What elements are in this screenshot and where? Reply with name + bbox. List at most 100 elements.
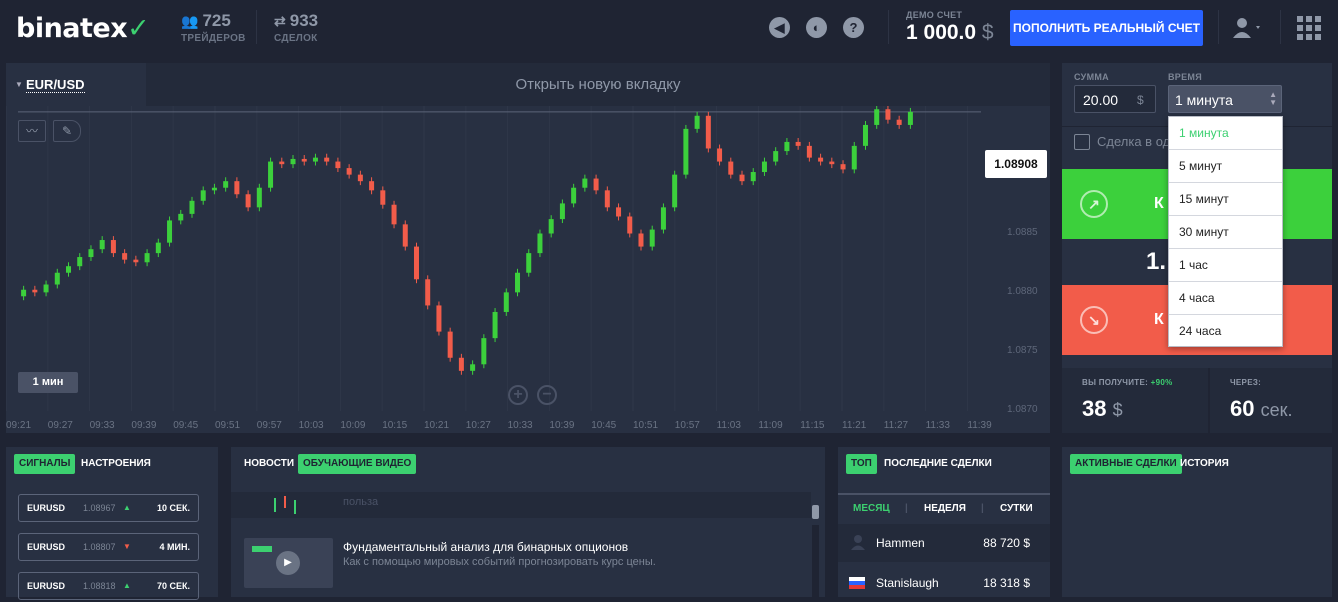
x-axis-label: 11:15 (800, 420, 825, 431)
logo[interactable]: binatex✓ (16, 13, 150, 44)
period-month[interactable]: МЕСЯЦ (853, 503, 890, 514)
scrollbar-track[interactable] (812, 525, 819, 597)
period-day[interactable]: СУТКИ (1000, 503, 1033, 514)
time-option[interactable]: 30 минут (1169, 216, 1282, 249)
candle-body (638, 233, 644, 247)
time-option[interactable]: 5 минут (1169, 150, 1282, 183)
candle-body (133, 259, 139, 263)
signal-row[interactable]: EURUSD 1.08818 ▲ 70 СЕК. (18, 572, 199, 600)
candle-body (290, 158, 296, 165)
tab-history[interactable]: ИСТОРИЯ (1180, 458, 1229, 469)
candle-body (380, 190, 386, 205)
x-axis-label: 09:39 (131, 420, 157, 431)
candle-body (279, 161, 285, 165)
chart-type-icon[interactable]: 〰 (18, 120, 46, 142)
pair-tab[interactable]: ▼ EUR/USD (6, 63, 146, 106)
drawing-tool-icon[interactable]: ✎ (53, 120, 81, 142)
scrollbar-thumb[interactable] (812, 505, 819, 519)
candle-body (717, 148, 723, 162)
candle-body (683, 128, 689, 175)
candle-body (773, 151, 779, 162)
tab-videos[interactable]: ОБУЧАЮЩИЕ ВИДЕО (298, 454, 417, 474)
x-axis-label: 09:33 (89, 420, 115, 431)
signal-row[interactable]: EURUSD 1.08807 ▼ 4 МИН. (18, 533, 199, 561)
x-axis-label: 11:39 (967, 420, 992, 431)
help-icon[interactable]: ? (843, 17, 864, 38)
x-axis-label: 10:39 (549, 420, 575, 431)
candle-body (885, 109, 891, 120)
news-description: Как с помощью мировых событий прогнозиро… (343, 556, 656, 568)
tab-signals[interactable]: СИГНАЛЫ (14, 454, 76, 474)
amount-label: СУММА (1074, 72, 1109, 82)
time-option[interactable]: 24 часа (1179, 324, 1222, 338)
x-axis-label: 10:03 (298, 420, 324, 431)
candle-body (694, 115, 700, 129)
amount-input[interactable]: 20.00 $ (1074, 85, 1156, 113)
grid-menu-icon[interactable] (1297, 16, 1321, 40)
news-thumbnail[interactable]: ▶ (244, 538, 333, 588)
candle-body (750, 172, 756, 182)
trader-row[interactable]: Hammen 88 720 $ (838, 524, 1050, 562)
candle-body (537, 233, 543, 254)
time-option[interactable]: 15 минут (1169, 183, 1282, 216)
tab-last-trades[interactable]: ПОСЛЕДНИЕ СДЕЛКИ (884, 458, 992, 469)
play-icon[interactable]: ▶ (276, 551, 300, 575)
candle-body (649, 229, 655, 247)
candle-body (200, 190, 206, 201)
arrow-up-icon: ▲ (123, 581, 131, 590)
candle-body (739, 174, 745, 182)
new-tab-button[interactable]: Открыть новую вкладку (146, 63, 1050, 106)
russia-flag-icon (849, 577, 865, 589)
time-option[interactable]: 4 часа (1169, 282, 1282, 315)
period-week[interactable]: НЕДЕЛЯ (924, 503, 966, 514)
header: binatex✓ 👥 725 ТРЕЙДЕРОВ ⇄ 933 СДЕЛОК ◀ ◐ … (0, 0, 1338, 58)
zoom-in-icon[interactable]: + (508, 385, 528, 405)
time-dropdown[interactable]: 1 минута 5 минут 15 минут 30 минут 1 час… (1168, 116, 1283, 347)
candle-body (862, 124, 868, 146)
candlestick-chart[interactable] (6, 106, 1050, 433)
pair-selector[interactable]: EUR/USD (26, 77, 85, 93)
x-axis-label: 10:57 (674, 420, 700, 431)
candle-body (784, 141, 790, 152)
candle-body (672, 174, 678, 208)
candle-body (211, 187, 217, 191)
candle-body (413, 246, 419, 280)
timeframe-button[interactable]: 1 мин (18, 372, 78, 393)
time-option[interactable]: 1 час (1169, 249, 1282, 282)
tab-sentiment[interactable]: НАСТРОЕНИЯ (81, 458, 151, 469)
candle-body (548, 219, 554, 234)
time-label: ВРЕМЯ (1168, 72, 1202, 82)
x-axis-label: 09:51 (215, 420, 241, 431)
sound-icon[interactable]: ◀ (769, 17, 790, 38)
news-item-partial[interactable]: польза (231, 492, 811, 518)
candle-body (324, 157, 330, 162)
news-title[interactable]: Фундаментальный анализ для бинарных опци… (343, 540, 629, 554)
tab-active-trades[interactable]: АКТИВНЫЕ СДЕЛКИ (1070, 454, 1182, 474)
candle-body (458, 357, 464, 371)
candle-body (234, 181, 240, 195)
trader-row[interactable]: Stanislaugh 18 318 $ (838, 564, 1050, 602)
checkbox[interactable] (1074, 134, 1090, 150)
signal-row[interactable]: EURUSD 1.08967 ▲ 10 СЕК. (18, 494, 199, 522)
current-price-tag: 1.08908 (985, 150, 1047, 178)
candle-body (660, 207, 666, 230)
contrast-icon[interactable]: ◐ (806, 17, 827, 38)
candle-body (818, 157, 824, 162)
tab-news[interactable]: НОВОСТИ (244, 458, 295, 469)
y-axis-label: 1.0880 (1007, 286, 1038, 297)
time-option[interactable]: 1 минута (1169, 117, 1282, 150)
candle-body (627, 216, 633, 234)
candle-body (32, 289, 38, 293)
tab-top[interactable]: ТОП (846, 454, 877, 474)
topup-real-account-button[interactable]: ПОПОЛНИТЬ РЕАЛЬНЫЙ СЧЕТ (1010, 10, 1203, 46)
candle-body (593, 178, 599, 191)
time-select[interactable]: 1 минута ▲ ▼ (1168, 85, 1282, 113)
zoom-out-icon[interactable]: − (537, 385, 557, 405)
candle-body (256, 187, 262, 208)
candle-body (357, 174, 363, 182)
demo-account[interactable]: ДЕМО СЧЕТ 1 000.0 $ (906, 10, 994, 44)
user-icon (1233, 18, 1260, 38)
x-axis-label: 11:09 (758, 420, 783, 431)
x-axis-label: 10:45 (591, 420, 617, 431)
user-menu-button[interactable] (1232, 16, 1264, 40)
